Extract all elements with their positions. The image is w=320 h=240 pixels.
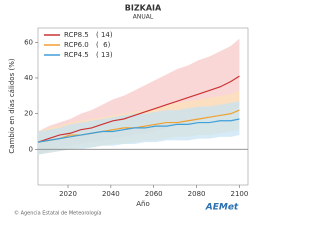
x-tick-label: 2060 <box>145 190 163 198</box>
chart-subtitle: ANUAL <box>133 14 154 21</box>
x-tick-label: 2040 <box>102 190 120 198</box>
x-axis-label: Año <box>136 200 150 208</box>
x-tick-label: 2100 <box>231 190 249 198</box>
series-line <box>37 118 240 143</box>
legend-count: ( 14) <box>96 31 113 39</box>
y-tick-label: 0 <box>29 145 33 153</box>
y-tick-label: 40 <box>24 74 33 82</box>
logo: AEMet <box>205 203 239 213</box>
series-line <box>37 109 240 143</box>
legend-label: RCP8.5 <box>64 31 89 39</box>
y-axis-label: Cambio en días cálidos (%) <box>8 58 16 153</box>
legend-count: ( 13) <box>96 51 113 59</box>
x-tick-label: 2020 <box>59 190 77 198</box>
legend-label: RCP4.5 <box>64 51 89 59</box>
footer: © Agencia Estatal de Meteorología <box>14 210 101 217</box>
series-line <box>37 75 240 143</box>
y-tick-label: 20 <box>24 110 33 118</box>
chart: BIZKAIA ANUAL Cambio en días cálidos (%)… <box>8 4 249 217</box>
y-tick-label: 60 <box>24 38 33 46</box>
x-tick-label: 2080 <box>188 190 206 198</box>
chart-title: BIZKAIA <box>125 4 162 13</box>
legend-count: ( 6) <box>96 41 111 49</box>
legend-label: RCP6.0 <box>64 41 89 49</box>
